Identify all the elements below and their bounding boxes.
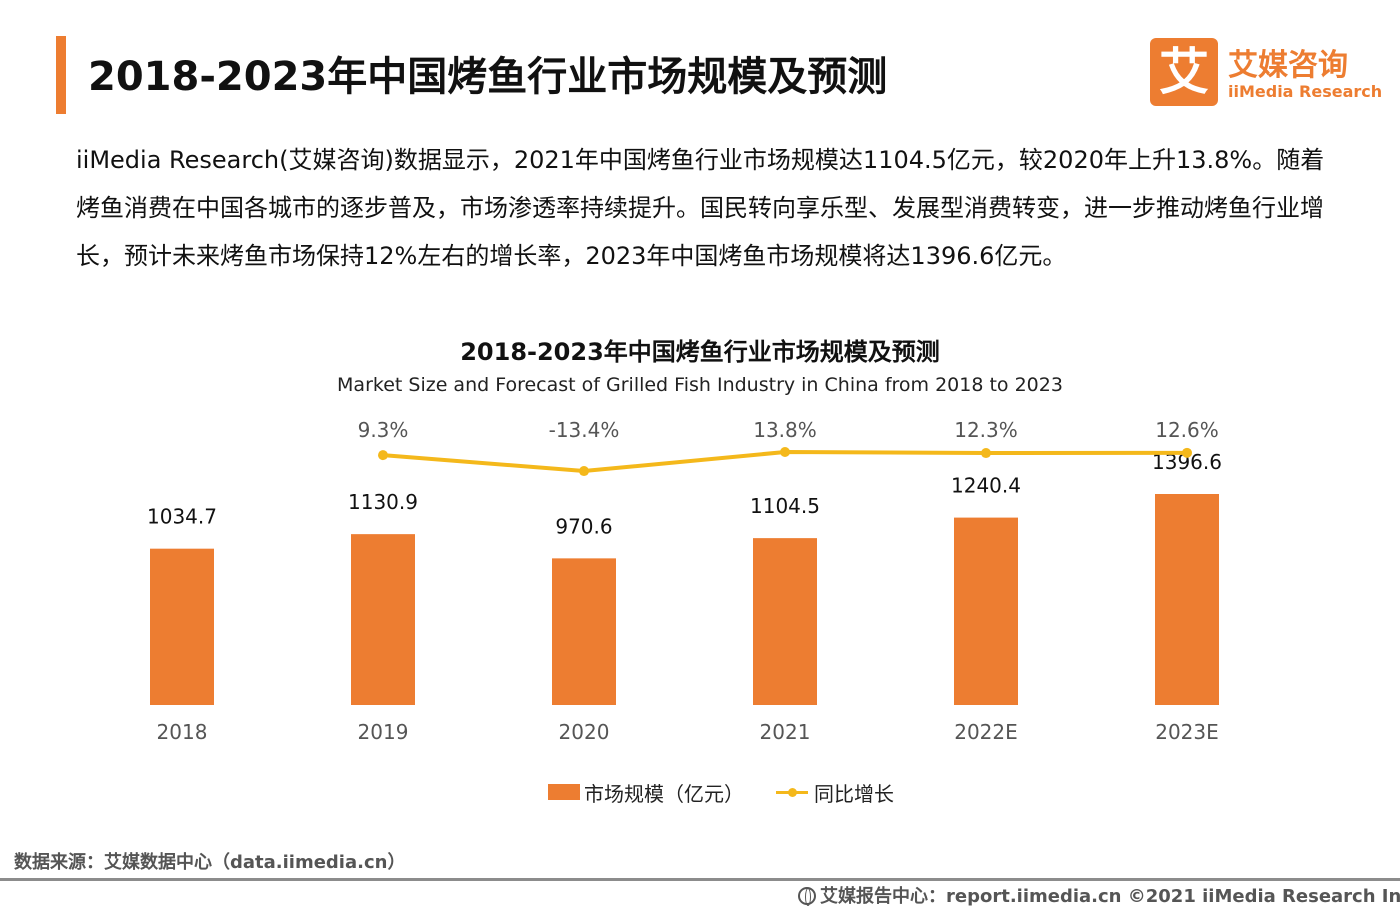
x-tick-label-2022E: 2022E	[954, 720, 1018, 744]
footer-divider	[0, 878, 1400, 881]
x-tick-label-2020: 2020	[559, 720, 610, 744]
bar-value-label-2021: 1104.5	[750, 494, 820, 518]
page-title: 2018-2023年中国烤鱼行业市场规模及预测	[88, 54, 888, 100]
logo-name-en: iiMedia Research	[1228, 82, 1383, 101]
legend-label-market-size: 市场规模（亿元）	[584, 782, 744, 806]
chart-subtitle: Market Size and Forecast of Grilled Fish…	[337, 374, 1063, 396]
growth-point-2022E	[981, 448, 991, 459]
legend-swatch-dot	[788, 788, 797, 797]
bar-2018	[150, 548, 214, 705]
intro-paragraph: iiMedia Research(艾媒咨询)数据显示，2021年中国烤鱼行业市场…	[76, 146, 1325, 270]
growth-label-2023E: 12.6%	[1155, 418, 1219, 442]
bar-value-label-2018: 1034.7	[147, 505, 217, 529]
x-tick-label-2019: 2019	[358, 720, 409, 744]
title-accent-bar	[56, 36, 66, 114]
legend-swatch-bar	[548, 784, 580, 800]
footer: 艾媒报告中心：report.iimedia.cn ©2021 iiMedia R…	[798, 882, 1400, 908]
growth-point-2023E	[1182, 447, 1192, 458]
bar-value-label-2020: 970.6	[555, 514, 612, 538]
growth-label-2021: 13.8%	[753, 418, 817, 442]
footer-text: 艾媒报告中心：report.iimedia.cn ©2021 iiMedia R…	[820, 886, 1400, 907]
data-source-note: 数据来源：艾媒数据中心（data.iimedia.cn）	[14, 852, 406, 873]
growth-label-2019: 9.3%	[358, 418, 409, 442]
bar-value-label-2019: 1130.9	[348, 490, 418, 514]
growth-point-2019	[378, 450, 388, 461]
bar-2023E	[1155, 494, 1219, 705]
bar-2020	[552, 558, 616, 705]
bar-2021	[753, 538, 817, 705]
growth-point-2021	[780, 447, 790, 457]
bar-value-label-2022E: 1240.4	[951, 474, 1021, 498]
x-tick-label-2023E: 2023E	[1155, 720, 1219, 744]
x-tick-label-2021: 2021	[760, 720, 811, 744]
growth-label-2020: -13.4%	[549, 418, 620, 442]
growth-label-2022E: 12.3%	[954, 418, 1018, 442]
brand-logo: 艾 艾媒咨询 iiMedia Research	[1150, 38, 1383, 108]
bar-2022E	[954, 517, 1018, 705]
growth-point-2020	[579, 466, 589, 477]
globe-icon	[798, 887, 816, 906]
bar-2019	[351, 534, 415, 705]
chart-title: 2018-2023年中国烤鱼行业市场规模及预测	[460, 338, 940, 366]
x-tick-label-2018: 2018	[157, 720, 208, 744]
logo-name-cn: 艾媒咨询	[1228, 48, 1348, 83]
legend-label-yoy-growth: 同比增长	[814, 782, 894, 806]
logo-icon: 艾	[1150, 38, 1218, 106]
